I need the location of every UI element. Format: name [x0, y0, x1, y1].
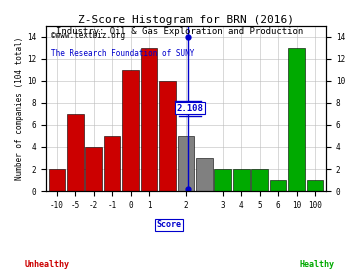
Text: Unhealthy: Unhealthy — [24, 260, 69, 269]
Bar — [288, 48, 305, 191]
Bar — [141, 48, 157, 191]
Bar — [159, 81, 176, 191]
Bar — [196, 158, 213, 191]
Bar — [215, 169, 231, 191]
Bar — [233, 169, 249, 191]
Text: Score: Score — [157, 220, 181, 230]
Y-axis label: Number of companies (104 total): Number of companies (104 total) — [15, 37, 24, 180]
Bar — [49, 169, 65, 191]
Bar — [270, 180, 287, 191]
Bar — [177, 136, 194, 191]
Text: ©www.textbiz.org: ©www.textbiz.org — [51, 31, 125, 40]
Bar — [104, 136, 121, 191]
Text: Industry: Oil & Gas Exploration and Production: Industry: Oil & Gas Exploration and Prod… — [57, 27, 303, 36]
Bar — [67, 114, 84, 191]
Text: 2.108: 2.108 — [177, 104, 204, 113]
Bar — [122, 70, 139, 191]
Title: Z-Score Histogram for BRN (2016): Z-Score Histogram for BRN (2016) — [78, 15, 294, 25]
Text: Healthy: Healthy — [299, 260, 334, 269]
Text: The Research Foundation of SUNY: The Research Foundation of SUNY — [51, 49, 195, 58]
Bar — [251, 169, 268, 191]
Bar — [307, 180, 323, 191]
Bar — [85, 147, 102, 191]
